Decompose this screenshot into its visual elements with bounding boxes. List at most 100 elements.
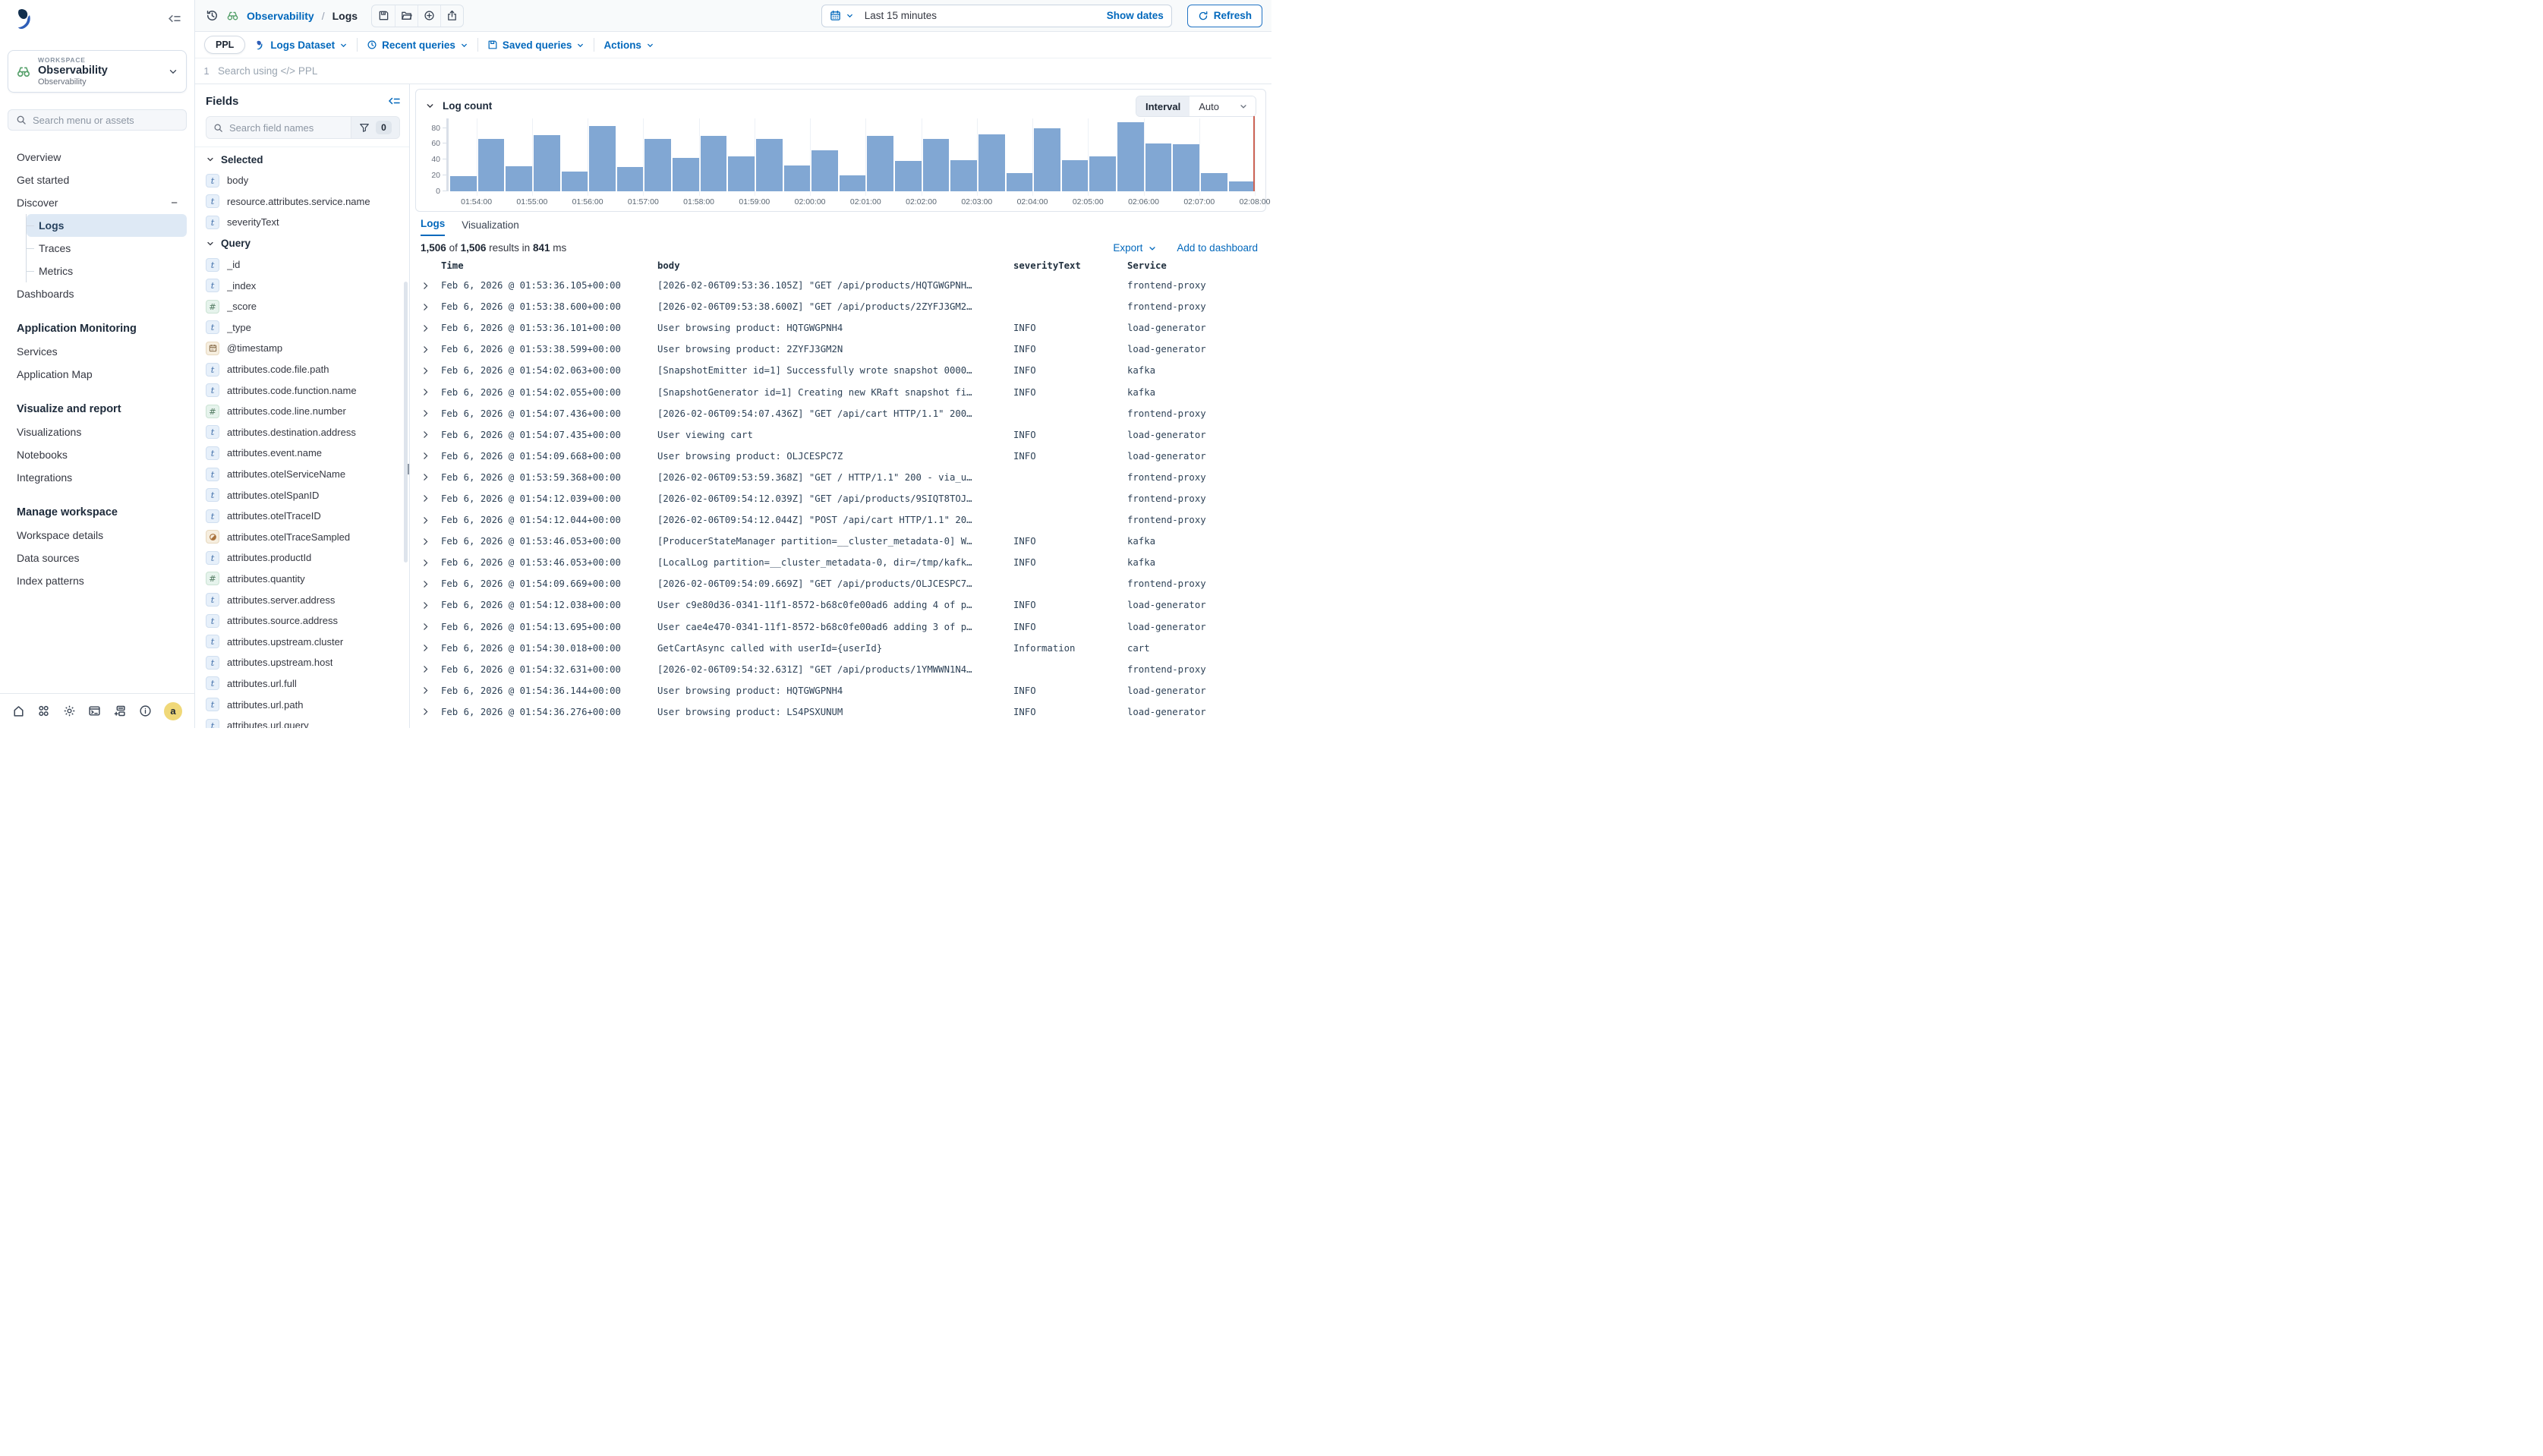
histogram-bar[interactable] [755, 139, 783, 191]
expand-row-icon[interactable] [421, 537, 430, 547]
field-item-severityText[interactable]: t severityText [206, 212, 400, 233]
field-section-selected[interactable]: Selected [206, 149, 400, 170]
table-row[interactable]: Feb 6, 2026 @ 01:53:36.101+00:00 User bro… [410, 317, 1272, 339]
table-row[interactable]: Feb 6, 2026 @ 01:54:02.063+00:00 [Snapsho… [410, 360, 1272, 381]
share-icon[interactable] [440, 5, 463, 27]
field-item-attributes.otelSpanID[interactable]: t attributes.otelSpanID [206, 484, 400, 506]
histogram-bar[interactable] [728, 156, 755, 191]
panel-resize-handle[interactable] [406, 462, 409, 476]
histogram-bar[interactable] [589, 126, 616, 191]
dataset-selector[interactable]: Logs Dataset [254, 39, 348, 51]
expand-row-icon[interactable] [421, 579, 430, 589]
histogram-bar[interactable] [506, 165, 532, 191]
expand-row-icon[interactable] [421, 302, 430, 312]
history-icon[interactable] [206, 9, 219, 22]
histogram-bar[interactable] [1173, 144, 1199, 191]
histogram-bar[interactable] [1117, 122, 1144, 191]
histogram-bar[interactable] [673, 158, 699, 191]
field-item-attributes.event.name[interactable]: t attributes.event.name [206, 443, 400, 464]
col-severitytext[interactable]: severityText [1013, 260, 1081, 271]
export-menu[interactable]: Export [1113, 242, 1157, 254]
field-item-attributes.upstream.cluster[interactable]: t attributes.upstream.cluster [206, 631, 400, 652]
time-range-value[interactable]: Last 15 minutes [864, 10, 937, 21]
sidebar-item-visualizations[interactable]: Visualizations [17, 426, 82, 439]
panel-collapse-chevron-icon[interactable] [425, 101, 435, 111]
saved-queries-menu[interactable]: Saved queries [487, 39, 585, 51]
table-row[interactable]: Feb 6, 2026 @ 01:53:38.599+00:00 User bro… [410, 339, 1272, 360]
field-item-attributes.quantity[interactable]: # attributes.quantity [206, 569, 400, 590]
col-body[interactable]: body [657, 260, 680, 271]
workspace-selector[interactable]: WORKSPACE Observability Observability [8, 50, 187, 93]
tab-logs[interactable]: Logs [421, 218, 446, 236]
sidebar-item-traces[interactable]: Traces [27, 237, 187, 260]
table-row[interactable]: Feb 6, 2026 @ 01:54:07.435+00:00 User vie… [410, 424, 1272, 446]
table-row[interactable]: Feb 6, 2026 @ 01:54:09.668+00:00 User bro… [410, 446, 1272, 467]
expand-row-icon[interactable] [421, 493, 430, 503]
histogram-bar[interactable] [1034, 128, 1060, 191]
actions-menu[interactable]: Actions [603, 39, 654, 51]
field-item-_id[interactable]: t _id [206, 254, 400, 276]
recent-queries-menu[interactable]: Recent queries [367, 39, 468, 51]
sidebar-item-notebooks[interactable]: Notebooks [17, 449, 68, 462]
expand-row-icon[interactable] [421, 430, 430, 440]
field-item-attributes.destination.address[interactable]: t attributes.destination.address [206, 422, 400, 443]
histogram-bar[interactable] [783, 165, 811, 191]
table-row[interactable]: Feb 6, 2026 @ 01:54:12.044+00:00 [2026-02… [410, 509, 1272, 531]
sidebar-search-input[interactable]: Search menu or assets [8, 109, 187, 131]
field-item-attributes.url.query[interactable]: t attributes.url.query [206, 715, 400, 728]
chart-plot[interactable] [446, 116, 1256, 196]
sidebar-item-data-sources[interactable]: Data sources [17, 552, 80, 565]
histogram-bar[interactable] [1006, 173, 1033, 191]
expand-row-icon[interactable] [421, 622, 430, 632]
save-icon[interactable] [372, 5, 395, 27]
field-filter-button[interactable]: 0 [351, 117, 399, 138]
table-row[interactable]: Feb 6, 2026 @ 01:53:46.053+00:00 [Produce… [410, 531, 1272, 552]
field-item-attributes.upstream.host[interactable]: t attributes.upstream.host [206, 652, 400, 673]
histogram-bar[interactable] [533, 134, 560, 191]
field-item-_index[interactable]: t _index [206, 275, 400, 296]
histogram-bar[interactable] [616, 166, 644, 191]
table-row[interactable]: Feb 6, 2026 @ 01:53:38.600+00:00 [2026-02… [410, 296, 1272, 317]
table-row[interactable]: Feb 6, 2026 @ 01:53:59.368+00:00 [2026-02… [410, 467, 1272, 488]
super-date-picker[interactable]: Last 15 minutes Show dates [821, 4, 1172, 27]
home-icon[interactable] [12, 704, 25, 717]
sidebar-item-logs[interactable]: Logs [27, 214, 187, 238]
open-folder-icon[interactable] [395, 5, 418, 27]
table-row[interactable]: Feb 6, 2026 @ 01:54:36.144+00:00 User bro… [410, 680, 1272, 701]
user-avatar[interactable]: a [163, 701, 182, 720]
field-section-query[interactable]: Query [206, 233, 400, 254]
sidebar-item-workspace-details[interactable]: Workspace details [17, 529, 104, 542]
add-panel-icon[interactable] [113, 704, 126, 717]
table-row[interactable]: Feb 6, 2026 @ 01:54:09.669+00:00 [2026-02… [410, 573, 1272, 594]
table-row[interactable]: Feb 6, 2026 @ 01:54:07.436+00:00 [2026-02… [410, 403, 1272, 424]
fields-scrollbar[interactable] [404, 282, 408, 563]
histogram-bar[interactable] [950, 160, 977, 191]
histogram-bar[interactable] [922, 139, 950, 191]
field-item-@timestamp[interactable]: @timestamp [206, 338, 400, 359]
table-row[interactable]: Feb 6, 2026 @ 01:53:46.053+00:00 [LocalLo… [410, 552, 1272, 573]
histogram-bar[interactable] [839, 175, 866, 191]
sidebar-item-discover[interactable]: Discover − [17, 196, 178, 210]
expand-row-icon[interactable] [421, 366, 430, 376]
field-item-resource.attributes.service.name[interactable]: t resource.attributes.service.name [206, 191, 400, 213]
table-row[interactable]: Feb 6, 2026 @ 01:54:30.018+00:00 GetCartA… [410, 638, 1272, 659]
table-row[interactable]: Feb 6, 2026 @ 01:54:12.039+00:00 [2026-02… [410, 488, 1272, 509]
histogram-bar[interactable] [477, 139, 505, 191]
histogram-bar[interactable] [1145, 143, 1172, 191]
histogram-bar[interactable] [700, 135, 727, 191]
histogram-bar[interactable] [811, 150, 838, 191]
table-row[interactable]: Feb 6, 2026 @ 01:54:12.038+00:00 User c9e… [410, 594, 1272, 616]
expand-row-icon[interactable] [421, 685, 430, 695]
field-item-attributes.code.file.path[interactable]: t attributes.code.file.path [206, 359, 400, 380]
sidebar-item-metrics[interactable]: Metrics [27, 260, 187, 282]
table-row[interactable]: Feb 6, 2026 @ 01:54:13.695+00:00 User cae… [410, 616, 1272, 638]
fields-collapse-icon[interactable] [388, 95, 400, 107]
histogram-bar[interactable] [978, 134, 1005, 191]
tab-visualization[interactable]: Visualization [462, 219, 519, 231]
dev-tools-icon[interactable] [88, 704, 101, 717]
field-item-attributes.url.path[interactable]: t attributes.url.path [206, 694, 400, 715]
table-row[interactable]: Feb 6, 2026 @ 01:54:32.631+00:00 [2026-02… [410, 659, 1272, 680]
histogram-bar[interactable] [867, 135, 893, 191]
expand-row-icon[interactable] [421, 408, 430, 418]
col-service[interactable]: Service [1127, 260, 1167, 271]
